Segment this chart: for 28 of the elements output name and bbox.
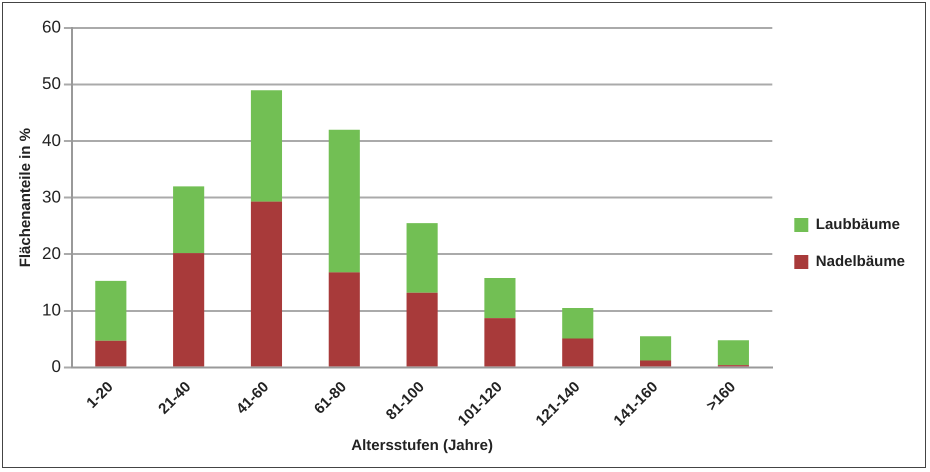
y-tick-label: 30 [42,187,61,206]
y-tick-label: 40 [42,130,61,150]
legend-label: Laubbäume [816,216,900,234]
bar [640,336,672,361]
bar [250,202,282,366]
y-tick-label: 10 [42,300,61,320]
bar [95,280,126,341]
bar [173,253,204,366]
y-tick-label: 0 [51,357,61,376]
bar [484,318,516,366]
bar [328,272,360,366]
bar [406,292,438,366]
y-tick-label: 20 [42,244,61,263]
bar [718,340,749,366]
bar [484,278,516,318]
bar [250,90,282,202]
x-axis-title: Altersstufen (Jahre) [351,437,493,454]
bar [640,360,672,366]
y-tick-label: 60 [42,18,61,37]
bar [173,186,204,254]
y-axis-title: Flächenanteile in % [17,128,34,268]
bar [95,340,126,366]
bar [562,308,594,338]
bar [328,130,360,272]
bar [562,338,594,366]
bar [406,223,438,293]
legend-label: Nadelbäume [816,253,906,270]
y-tick-label: 50 [42,74,61,94]
